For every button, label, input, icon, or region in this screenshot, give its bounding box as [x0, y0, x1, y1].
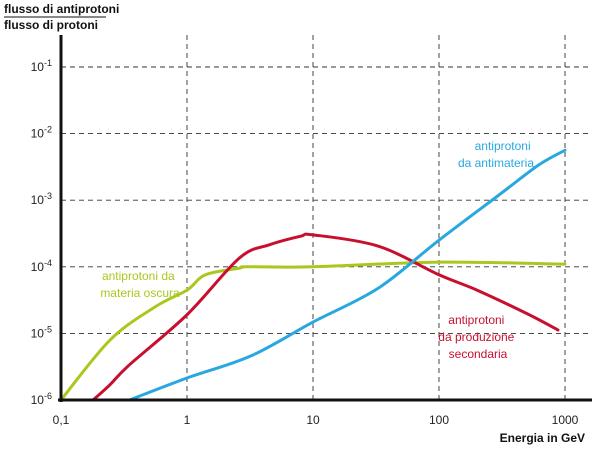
y-tick-label: 10-6 — [31, 391, 52, 407]
legend-secondary-production: antiprotoni da produzione secondaria — [438, 313, 517, 361]
y-axis-title: flusso di antiprotoni flusso di protoni — [4, 2, 119, 32]
x-tick-label: 100 — [429, 413, 449, 427]
series-line-dark-matter — [59, 260, 567, 402]
legend-antimatter: antiprotoni da antimateria — [458, 139, 534, 170]
series-lines — [59, 148, 567, 402]
y-axis-title-numerator: flusso di antiprotoni — [4, 2, 119, 16]
y-tick-label: 10-3 — [31, 191, 52, 207]
gridlines — [61, 35, 590, 400]
series-line-antimatter — [128, 148, 567, 402]
legend-dark-matter: antiprotoni da materia oscura — [100, 269, 180, 300]
series-line-secondary-production — [91, 232, 560, 402]
x-tick-labels: 0,1 1 10 100 1000 — [53, 413, 579, 427]
y-axis-title-denominator: flusso di protoni — [4, 18, 98, 32]
y-tick-label: 10-5 — [31, 324, 52, 340]
y-tick-label: 10-4 — [31, 258, 52, 274]
y-tick-label: 10-1 — [31, 58, 52, 74]
x-tick-label: 1000 — [552, 413, 579, 427]
x-axis-title: Energia in GeV — [500, 431, 585, 445]
x-tick-label: 1 — [184, 413, 191, 427]
x-tick-label: 10 — [306, 413, 320, 427]
y-tick-labels: 10-6 10-5 10-4 10-3 10-2 10-1 — [31, 58, 52, 407]
y-tick-label: 10-2 — [31, 125, 52, 141]
x-tick-label: 0,1 — [53, 413, 70, 427]
